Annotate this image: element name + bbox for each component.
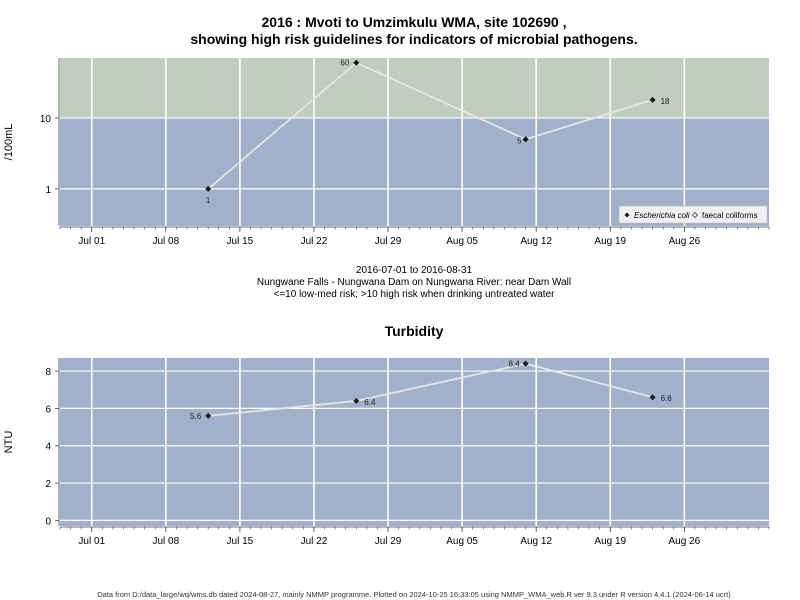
chart2-x-tick-label: Jul 22 xyxy=(301,536,328,547)
chart1-caption-line1: 2016-07-01 to 2016-08-31 xyxy=(356,265,473,276)
chart2-x-tick-label: Jul 29 xyxy=(375,536,402,547)
chart1-data-point xyxy=(205,185,212,192)
chart2-data-point xyxy=(522,360,529,367)
chart2-y-tick-label: 8 xyxy=(45,367,51,378)
chart2-x-tick-label: Aug 19 xyxy=(594,536,626,547)
chart2-x-tick-label: Aug 12 xyxy=(520,536,552,547)
chart1-legend-label-faecal: faecal coliforms xyxy=(702,211,758,220)
chart2-y-axis-label: NTU xyxy=(3,431,15,454)
chart1-data-point xyxy=(649,96,656,103)
chart2-x-tick-label: Aug 26 xyxy=(668,536,700,547)
chart2-data-label: 6.6 xyxy=(661,394,673,403)
chart1-data-label: 18 xyxy=(661,97,670,106)
chart1-x-tick-label: Aug 12 xyxy=(520,236,552,247)
chart2-data-point xyxy=(353,397,360,404)
chart2-x-tick-label: Aug 05 xyxy=(446,536,478,547)
chart2-x-tick-label: Jul 01 xyxy=(78,536,105,547)
chart1-y-axis-label: /100mL xyxy=(3,124,15,161)
chart2-title: Turbidity xyxy=(385,323,444,339)
chart2-series-line xyxy=(208,362,653,417)
chart1-series-line xyxy=(207,61,653,190)
chart2-plot-background xyxy=(60,358,769,526)
chart2-y-tick-label: 6 xyxy=(45,404,51,415)
chart1-x-tick-label: Jul 29 xyxy=(375,236,402,247)
chart1-legend-marker-ecoli xyxy=(624,212,630,218)
chart1-plot: Jul 01 Jul 08 Jul 15 Jul 22 Jul 29 Aug 05 Aug … xyxy=(3,58,770,247)
chart2-data-label: 6.4 xyxy=(364,398,376,407)
chart2-data-point xyxy=(205,412,212,419)
chart1-data-label: 5 xyxy=(517,136,522,145)
chart2-y-tick-label: 0 xyxy=(45,516,51,527)
chart1-title-line2: showing high risk guidelines for indicat… xyxy=(190,31,637,47)
chart1-x-tick-label: Jul 22 xyxy=(301,236,328,247)
chart2-data-label: 8.4 xyxy=(508,360,520,369)
chart2-x-tick-label: Jul 15 xyxy=(227,536,254,547)
chart1-caption-line2: Nungwane Falls - Nungwana Dam on Nungwan… xyxy=(257,277,571,288)
chart2-data-point xyxy=(649,394,656,401)
chart2-y-tick-label: 2 xyxy=(45,479,51,490)
chart1-x-tick-label: Aug 19 xyxy=(594,236,626,247)
chart1-x-tick-label: Jul 01 xyxy=(78,236,105,247)
chart1-high-risk-band xyxy=(60,58,769,118)
chart1-caption-line3: <=10 low-med risk; >10 high risk when dr… xyxy=(274,289,556,300)
chart1-data-point xyxy=(353,59,360,66)
chart1-data-point xyxy=(522,136,529,143)
chart1-x-tick-label: Aug 05 xyxy=(446,236,478,247)
chart2-data-label: 5.6 xyxy=(190,412,202,421)
chart1-y-tick-label: 10 xyxy=(40,114,52,125)
chart1-data-label: 60 xyxy=(340,59,349,68)
chart2-plot: Jul 01 Jul 08 Jul 15 Jul 22 Jul 29 Aug 05 Aug … xyxy=(3,358,770,547)
chart1-legend-marker-faecal xyxy=(692,212,698,218)
chart1-x-tick-label: Aug 26 xyxy=(668,236,700,247)
chart1-x-tick-label: Jul 15 xyxy=(227,236,254,247)
chart1-legend-label-ecoli: Escherichia coli xyxy=(634,211,690,220)
chart1-x-tick-label: Jul 08 xyxy=(152,236,179,247)
footer-note: Data from D:/data_large/wq/wms.db dated … xyxy=(97,590,731,599)
chart2-y-tick-label: 4 xyxy=(45,442,51,453)
chart2-x-tick-label: Jul 08 xyxy=(152,536,179,547)
chart1-data-label: 1 xyxy=(206,196,211,205)
chart1-title-line1: 2016 : Mvoti to Umzimkulu WMA, site 1026… xyxy=(262,14,567,30)
chart1-y-tick-label: 1 xyxy=(45,185,51,196)
